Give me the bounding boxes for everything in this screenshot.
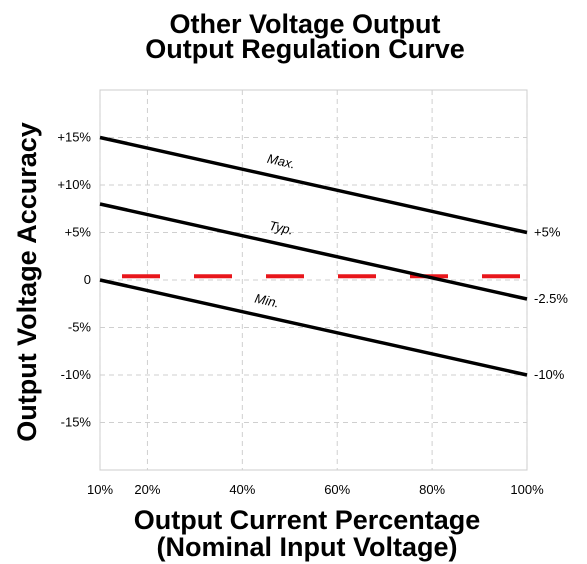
x-tick-labels: 10% 20% 40% 60% 80% 100%	[87, 482, 544, 497]
x-axis-label-line1: Output Current Percentage	[134, 505, 481, 535]
series-name-label-2: Min.	[253, 291, 280, 311]
y-tick-label-5: -10%	[61, 367, 92, 382]
y-tick-label-6: -15%	[61, 415, 92, 430]
y-tick-label-3: 0	[84, 272, 91, 287]
grid	[100, 90, 527, 470]
y-tick-label-1: +10%	[57, 177, 91, 192]
series-end-label-1: -2.5%	[534, 291, 568, 306]
series-name-label-1: Typ.	[268, 218, 295, 238]
x-tick-label-0: 10%	[87, 482, 113, 497]
x-tick-label-3: 60%	[324, 482, 350, 497]
y-tick-label-0: +15%	[57, 130, 91, 145]
series-name-label-0: Max.	[266, 151, 297, 172]
x-tick-label-2: 40%	[229, 482, 255, 497]
series-end-label-0: +5%	[534, 225, 561, 240]
y-tick-labels: +15% +10% +5% 0 -5% -10% -15%	[57, 130, 91, 430]
y-tick-label-2: +5%	[65, 225, 92, 240]
x-tick-label-4: 80%	[419, 482, 445, 497]
chart-title-line2: Output Regulation Curve	[145, 34, 465, 64]
x-axis-label-line2: (Nominal Input Voltage)	[157, 532, 458, 562]
series-end-label-2: -10%	[534, 367, 565, 382]
y-tick-label-4: -5%	[68, 320, 92, 335]
x-tick-label-1: 20%	[134, 482, 160, 497]
series-group	[100, 138, 527, 376]
series-labels: Max. +5% Typ. -2.5% Min. -10%	[253, 151, 568, 382]
y-axis-label: Output Voltage Accuracy	[12, 122, 42, 442]
x-tick-label-5: 100%	[510, 482, 544, 497]
